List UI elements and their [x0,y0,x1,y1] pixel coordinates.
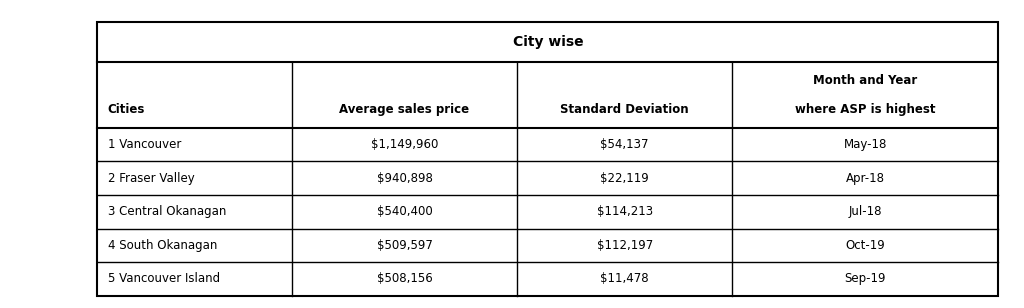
Text: $540,400: $540,400 [377,205,432,218]
Text: 5 Vancouver Island: 5 Vancouver Island [108,272,219,286]
Text: 3 Central Okanagan: 3 Central Okanagan [108,205,226,218]
Text: 4 South Okanagan: 4 South Okanagan [108,239,217,252]
Text: Jul-18: Jul-18 [849,205,882,218]
Text: $112,197: $112,197 [597,239,652,252]
Text: $940,898: $940,898 [377,172,432,185]
Text: $509,597: $509,597 [377,239,432,252]
Text: $54,137: $54,137 [600,138,649,151]
Text: Apr-18: Apr-18 [846,172,885,185]
Text: 1 Vancouver: 1 Vancouver [108,138,181,151]
Text: Month and Year: Month and Year [813,74,918,87]
Text: where ASP is highest: where ASP is highest [795,103,936,116]
Text: 2 Fraser Valley: 2 Fraser Valley [108,172,195,185]
Text: Standard Deviation: Standard Deviation [560,103,689,116]
Text: Cities: Cities [108,103,144,116]
Text: $22,119: $22,119 [600,172,649,185]
Text: Sep-19: Sep-19 [845,272,886,286]
Text: Oct-19: Oct-19 [846,239,885,252]
Text: $1,149,960: $1,149,960 [371,138,438,151]
Text: $114,213: $114,213 [597,205,652,218]
Text: Average sales price: Average sales price [339,103,470,116]
Text: $508,156: $508,156 [377,272,432,286]
Text: $11,478: $11,478 [600,272,649,286]
Text: May-18: May-18 [844,138,887,151]
Text: City wise: City wise [513,34,583,49]
